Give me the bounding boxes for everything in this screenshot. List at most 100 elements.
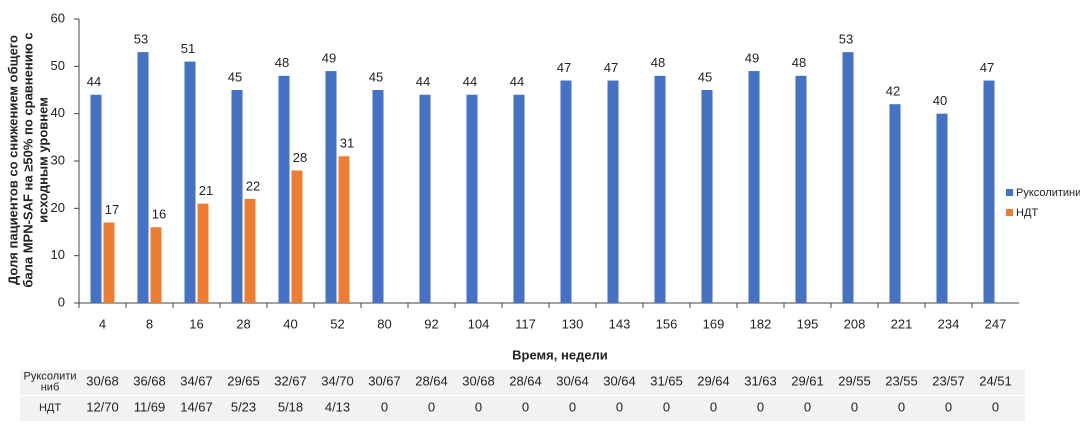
table-cell: 32/67 <box>274 373 307 388</box>
x-axis-title: Время, недели <box>512 347 608 362</box>
x-tick-label: 104 <box>468 316 490 331</box>
table-cell: 0 <box>945 399 952 414</box>
value-label: 28 <box>293 150 307 165</box>
table-cell: 34/67 <box>180 373 213 388</box>
table-cell: 29/55 <box>838 373 871 388</box>
x-tick-label: 8 <box>146 316 153 331</box>
value-label: 48 <box>792 55 806 70</box>
table-cell: 28/64 <box>509 373 542 388</box>
x-tick-label: 117 <box>515 316 536 331</box>
table-cell: 31/63 <box>744 373 777 388</box>
y-tick-label: 30 <box>51 152 65 167</box>
table-cell: 0 <box>851 399 858 414</box>
bar <box>654 75 666 303</box>
bar <box>338 156 350 303</box>
table-cell: 0 <box>475 399 482 414</box>
y-tick-label: 20 <box>51 200 65 215</box>
value-label: 45 <box>228 69 242 84</box>
bar <box>278 75 290 303</box>
y-axis-title: бала MPN-SAF на ≥50% по сравнению с <box>20 32 35 287</box>
value-label: 47 <box>604 60 618 75</box>
bar <box>372 90 384 303</box>
value-label: 48 <box>651 55 665 70</box>
legend-swatch <box>1006 189 1013 196</box>
value-label: 48 <box>275 55 289 70</box>
value-label: 44 <box>463 74 477 89</box>
table-cell: 0 <box>428 399 435 414</box>
x-tick-label: 221 <box>891 316 913 331</box>
table-cell: 0 <box>381 399 388 414</box>
table-cell: 29/61 <box>791 373 824 388</box>
value-label: 45 <box>698 69 712 84</box>
value-label: 42 <box>886 84 900 99</box>
x-tick-label: 80 <box>377 316 391 331</box>
y-tick-label: 60 <box>51 10 65 25</box>
legend-swatch <box>1006 209 1013 216</box>
bar <box>795 75 807 303</box>
table-cell: 0 <box>804 399 811 414</box>
row-label: НДТ <box>39 402 61 414</box>
legend-label: НДТ <box>1016 207 1038 219</box>
bar <box>137 52 149 304</box>
bar <box>983 80 995 304</box>
table-cell: 23/55 <box>885 373 918 388</box>
value-label: 51 <box>181 41 195 56</box>
bar <box>701 90 713 303</box>
table-cell: 30/68 <box>462 373 495 388</box>
x-tick-label: 247 <box>985 316 1007 331</box>
value-label: 40 <box>933 93 947 108</box>
bar <box>936 113 948 304</box>
y-tick-label: 40 <box>51 105 65 120</box>
bar <box>513 94 525 303</box>
value-label: 45 <box>369 69 383 84</box>
table-row-bg <box>20 396 1025 421</box>
bar <box>560 80 572 304</box>
x-tick-label: 4 <box>99 316 106 331</box>
value-label: 17 <box>105 202 119 217</box>
table-cell: 14/67 <box>180 399 213 414</box>
row-label: ниб <box>41 381 60 393</box>
table-cell: 11/69 <box>134 399 166 414</box>
bar <box>325 71 337 303</box>
y-axis-title: Доля пациентов со снижением общего <box>5 35 20 285</box>
bar <box>231 90 243 303</box>
value-label: 49 <box>745 51 759 66</box>
value-label: 44 <box>416 74 430 89</box>
table-cell: 30/67 <box>368 373 401 388</box>
x-tick-label: 195 <box>797 316 819 331</box>
value-label: 47 <box>980 60 994 75</box>
value-label: 47 <box>557 60 571 75</box>
table-cell: 0 <box>898 399 905 414</box>
table-cell: 5/18 <box>278 399 303 414</box>
table-cell: 5/23 <box>231 399 256 414</box>
y-tick-label: 0 <box>58 294 65 309</box>
value-label: 44 <box>87 74 101 89</box>
value-label: 53 <box>839 32 853 47</box>
x-tick-label: 143 <box>609 316 631 331</box>
bar <box>244 198 256 303</box>
table-cell: 0 <box>569 399 576 414</box>
x-tick-label: 208 <box>844 316 866 331</box>
value-label: 53 <box>134 32 148 47</box>
x-tick-label: 234 <box>938 316 960 331</box>
row-label: Руксолити <box>23 370 76 382</box>
bar <box>184 61 196 303</box>
value-label: 16 <box>152 207 166 222</box>
bar <box>466 94 478 303</box>
x-tick-label: 169 <box>703 316 725 331</box>
x-tick-label: 40 <box>283 316 297 331</box>
bar <box>291 170 303 303</box>
bar <box>607 80 619 304</box>
table-cell: 30/64 <box>603 373 636 388</box>
bar <box>90 94 102 303</box>
bar <box>419 94 431 303</box>
value-label: 31 <box>340 136 354 151</box>
bar <box>197 203 209 303</box>
table-cell: 34/70 <box>321 373 354 388</box>
bar <box>748 71 760 303</box>
table-cell: 36/68 <box>133 373 166 388</box>
table-cell: 23/57 <box>932 373 965 388</box>
table-cell: 30/68 <box>86 373 119 388</box>
x-tick-label: 92 <box>424 316 438 331</box>
